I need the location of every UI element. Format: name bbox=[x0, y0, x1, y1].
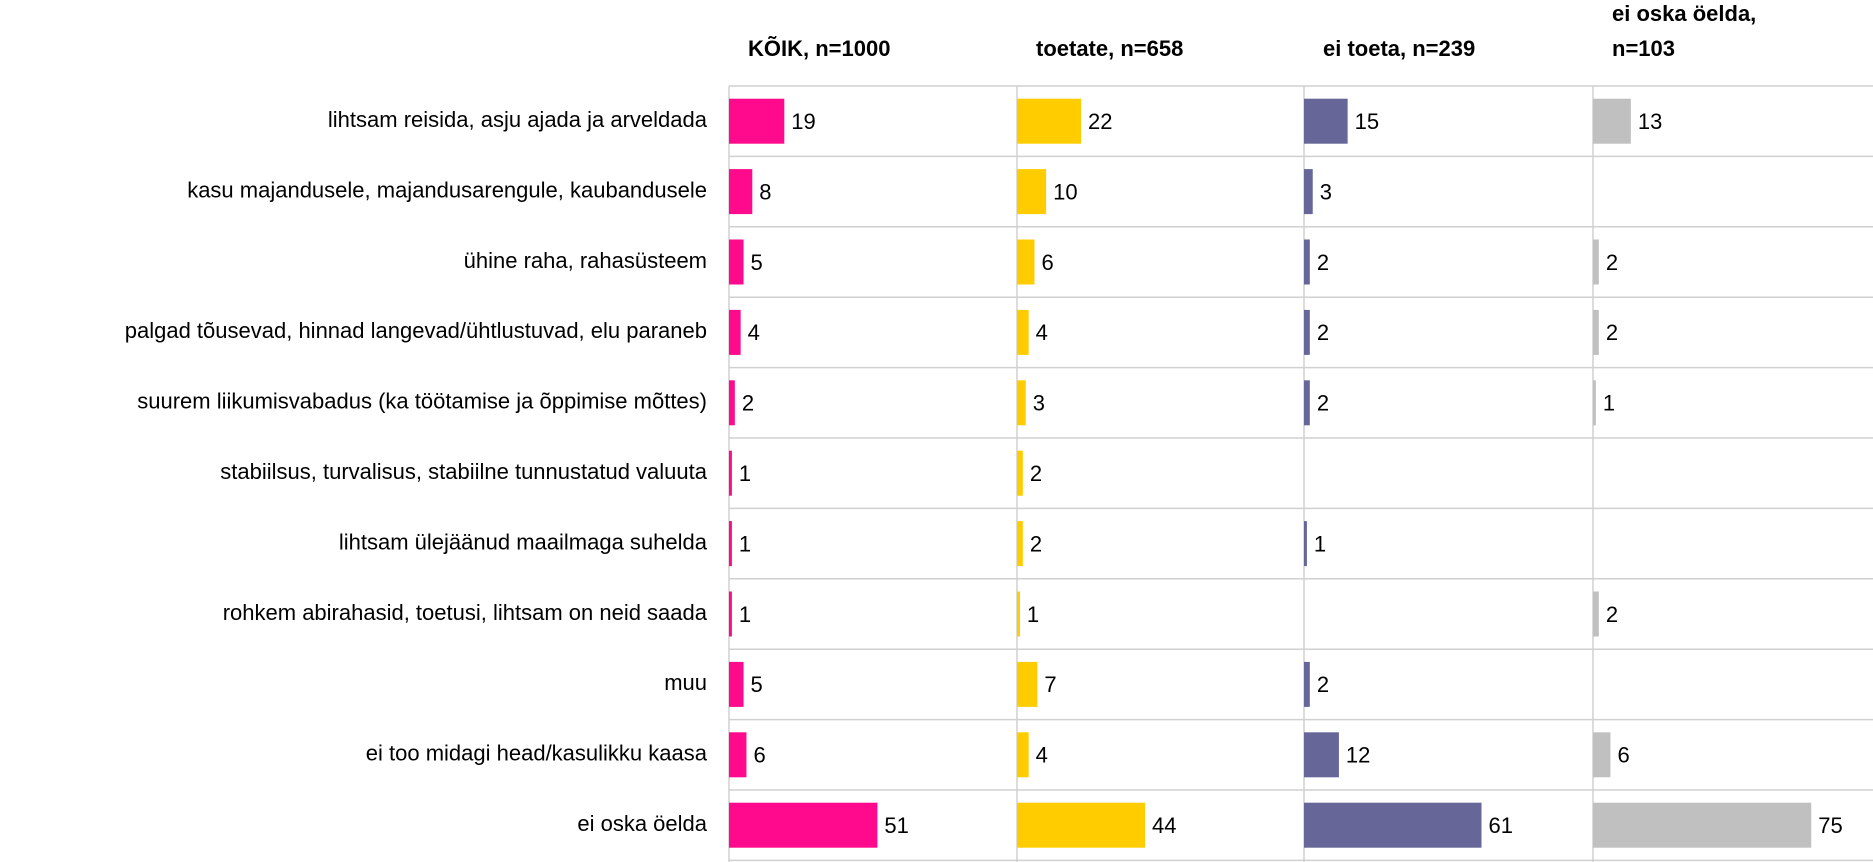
value-label: 75 bbox=[1818, 813, 1842, 838]
value-label: 10 bbox=[1053, 179, 1077, 204]
value-label: 6 bbox=[1617, 743, 1629, 768]
bar bbox=[729, 521, 732, 567]
category-label: ühine raha, rahasüsteem bbox=[464, 248, 707, 273]
bar bbox=[1593, 802, 1812, 848]
bar bbox=[1017, 98, 1082, 144]
series-header: toetate, n=658 bbox=[1036, 36, 1184, 61]
bar bbox=[1593, 309, 1599, 355]
value-label: 61 bbox=[1489, 813, 1513, 838]
series-header: ei oska öelda, n=103 bbox=[1612, 1, 1757, 61]
bar bbox=[1304, 661, 1310, 707]
category-label: lihtsam reisida, asju ajada ja arveldada bbox=[328, 107, 708, 132]
value-label: 4 bbox=[1036, 320, 1048, 345]
value-label: 2 bbox=[1317, 672, 1329, 697]
value-label: 1 bbox=[739, 602, 751, 627]
bar bbox=[729, 309, 741, 355]
category-label: rohkem abirahasid, toetusi, lihtsam on n… bbox=[223, 600, 708, 625]
bar bbox=[1304, 802, 1482, 848]
value-label: 22 bbox=[1088, 109, 1112, 134]
value-label: 2 bbox=[1317, 391, 1329, 416]
series-header: KÕIK, n=1000 bbox=[748, 36, 891, 61]
value-label: 2 bbox=[742, 391, 754, 416]
bar bbox=[1593, 732, 1611, 778]
value-label: 13 bbox=[1638, 109, 1662, 134]
bar bbox=[1304, 239, 1310, 285]
bar bbox=[1017, 380, 1026, 426]
category-label: ei oska öelda bbox=[577, 811, 707, 836]
value-label: 2 bbox=[1030, 531, 1042, 556]
bar bbox=[729, 661, 744, 707]
category-label: palgad tõusevad, hinnad langevad/ühtlust… bbox=[125, 318, 707, 343]
bar bbox=[1593, 591, 1599, 637]
value-label: 1 bbox=[739, 531, 751, 556]
value-label: 44 bbox=[1152, 813, 1176, 838]
bar bbox=[1017, 521, 1023, 567]
value-label: 1 bbox=[1314, 531, 1326, 556]
bar bbox=[1017, 169, 1047, 215]
series-header: ei toeta, n=239 bbox=[1323, 36, 1476, 61]
value-label: 1 bbox=[1027, 602, 1039, 627]
value-label: 19 bbox=[791, 109, 815, 134]
value-label: 6 bbox=[1041, 250, 1053, 275]
value-label: 5 bbox=[751, 250, 763, 275]
bar bbox=[729, 591, 732, 637]
bar bbox=[1017, 239, 1035, 285]
bar bbox=[729, 732, 747, 778]
bar bbox=[729, 98, 785, 144]
bar bbox=[1304, 380, 1310, 426]
value-label: 2 bbox=[1317, 320, 1329, 345]
category-label: suurem liikumisvabadus (ka töötamise ja … bbox=[137, 389, 707, 414]
bar bbox=[1017, 661, 1038, 707]
bar bbox=[1017, 309, 1029, 355]
bar bbox=[1593, 239, 1599, 285]
value-label: 4 bbox=[1036, 743, 1048, 768]
category-label: kasu majandusele, majandusarengule, kaub… bbox=[187, 177, 707, 202]
value-label: 4 bbox=[748, 320, 760, 345]
bar bbox=[1304, 521, 1307, 567]
value-label: 2 bbox=[1030, 461, 1042, 486]
value-label: 5 bbox=[751, 672, 763, 697]
value-label: 8 bbox=[759, 179, 771, 204]
category-label: muu bbox=[664, 670, 707, 695]
category-label: lihtsam ülejäänud maailmaga suhelda bbox=[339, 529, 708, 554]
bar bbox=[1017, 450, 1023, 496]
bar bbox=[1593, 380, 1596, 426]
bar bbox=[1304, 98, 1348, 144]
bar bbox=[729, 239, 744, 285]
category-label: stabiilsus, turvalisus, stabiilne tunnus… bbox=[220, 459, 707, 484]
bar bbox=[1017, 591, 1020, 637]
value-label: 3 bbox=[1033, 391, 1045, 416]
bar bbox=[1304, 309, 1310, 355]
value-label: 7 bbox=[1044, 672, 1056, 697]
value-label: 2 bbox=[1606, 320, 1618, 345]
bar bbox=[1304, 169, 1313, 215]
value-label: 2 bbox=[1606, 602, 1618, 627]
value-label: 1 bbox=[739, 461, 751, 486]
value-label: 1 bbox=[1603, 391, 1615, 416]
bar bbox=[729, 380, 735, 426]
value-label: 51 bbox=[884, 813, 908, 838]
value-label: 6 bbox=[753, 743, 765, 768]
bar bbox=[1017, 732, 1029, 778]
bar bbox=[1017, 802, 1146, 848]
bar bbox=[1304, 732, 1339, 778]
bar bbox=[729, 802, 878, 848]
value-label: 2 bbox=[1606, 250, 1618, 275]
value-label: 12 bbox=[1346, 743, 1370, 768]
category-label: ei too midagi head/kasulikku kaasa bbox=[366, 741, 708, 766]
bar bbox=[1593, 98, 1631, 144]
value-label: 3 bbox=[1320, 179, 1332, 204]
value-label: 15 bbox=[1355, 109, 1379, 134]
bar bbox=[729, 450, 732, 496]
value-label: 2 bbox=[1317, 250, 1329, 275]
bar bbox=[729, 169, 753, 215]
